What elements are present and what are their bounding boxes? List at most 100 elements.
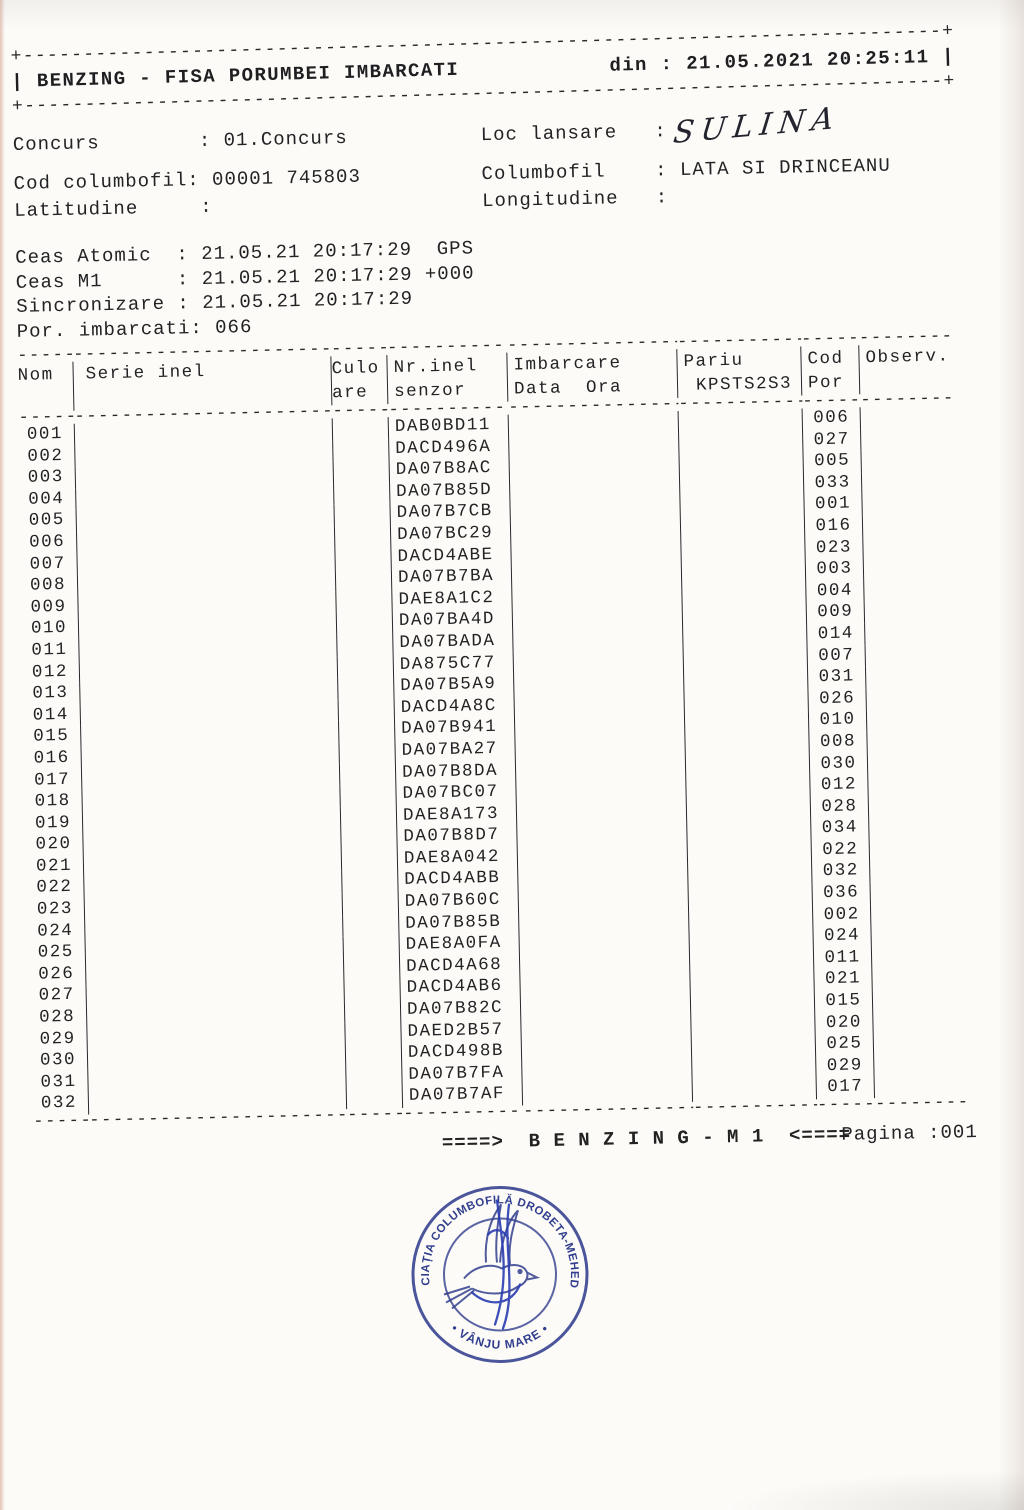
cell-observ bbox=[875, 1074, 971, 1098]
cell-cod-por: 026 bbox=[808, 687, 867, 711]
cell-sensor: DACD496A bbox=[389, 436, 510, 461]
cell-pariu bbox=[683, 624, 808, 649]
cell-nom: 019 bbox=[26, 812, 84, 836]
cell-culoare bbox=[341, 827, 398, 851]
cell-pariu bbox=[681, 559, 807, 584]
cell-observ bbox=[869, 794, 965, 818]
cell-observ bbox=[868, 751, 964, 775]
cell-cod-por: 017 bbox=[816, 1076, 876, 1100]
cell-cod-por: 033 bbox=[803, 472, 863, 495]
header-observ: Observ. bbox=[865, 346, 950, 369]
cell-cod-por: 002 bbox=[812, 903, 872, 927]
cell-cod-por: 003 bbox=[805, 558, 865, 582]
cell-nom: 027 bbox=[30, 985, 87, 1008]
cell-pariu bbox=[685, 732, 810, 757]
cell-observ bbox=[873, 1010, 969, 1034]
cell-cod-por: 004 bbox=[806, 579, 865, 603]
cell-cod-por: 010 bbox=[808, 709, 868, 733]
cell-pariu bbox=[684, 710, 810, 735]
cell-nom: 024 bbox=[29, 920, 86, 944]
cell-observ bbox=[869, 815, 965, 839]
cell-sensor: DA07B85B bbox=[399, 911, 520, 936]
cell-sensor: DA875C77 bbox=[393, 652, 515, 677]
cell-nom: 032 bbox=[32, 1092, 90, 1116]
cell-cod-por: 014 bbox=[807, 623, 866, 646]
cell-nom: 001 bbox=[18, 423, 76, 447]
cell-nom: 003 bbox=[19, 466, 77, 490]
cell-sensor: DA07B7CB bbox=[390, 500, 511, 526]
cell-pariu bbox=[689, 926, 814, 951]
border-corner: + bbox=[943, 71, 956, 92]
cell-sensor: DA07B82C bbox=[400, 997, 522, 1022]
cell-cod-por: 031 bbox=[807, 666, 867, 690]
cell-cod-por: 015 bbox=[814, 990, 874, 1013]
cell-pariu bbox=[692, 1056, 817, 1081]
cell-culoare bbox=[343, 956, 401, 980]
cell-sensor: DA07B7FA bbox=[402, 1062, 523, 1087]
cell-nom: 006 bbox=[20, 531, 78, 555]
cell-sensor: DAE8A173 bbox=[396, 803, 518, 828]
cell-sensor: DA07BADA bbox=[393, 630, 514, 655]
cell-nom: 021 bbox=[27, 855, 85, 879]
header-cod-por: Cod Por bbox=[801, 345, 861, 396]
cell-pariu bbox=[690, 991, 816, 1016]
cell-nom: 004 bbox=[20, 488, 77, 512]
cell-culoare bbox=[344, 978, 401, 1002]
cell-nom: 017 bbox=[25, 769, 83, 792]
cell-nom: 022 bbox=[28, 877, 85, 900]
cell-cod-por: 023 bbox=[805, 536, 864, 560]
cell-nom: 010 bbox=[22, 618, 80, 641]
scan-edge-right bbox=[998, 0, 1024, 1510]
cell-cod-por: 034 bbox=[811, 817, 870, 841]
cell-observ bbox=[873, 988, 969, 1012]
cell-observ bbox=[863, 513, 959, 537]
cell-culoare bbox=[337, 633, 394, 656]
cell-pariu bbox=[692, 1077, 818, 1102]
cell-observ bbox=[865, 600, 961, 624]
scan-edge-top bbox=[0, 0, 1024, 30]
cell-sensor: DAE8A1C2 bbox=[392, 587, 513, 612]
scan-edge-left bbox=[0, 0, 5, 1510]
cell-culoare bbox=[338, 719, 396, 743]
cell-cod-por: 024 bbox=[813, 925, 872, 949]
cell-cod-por: 020 bbox=[815, 1011, 874, 1035]
cell-culoare bbox=[335, 546, 392, 570]
cell-pariu bbox=[684, 667, 809, 692]
cell-nom: 009 bbox=[22, 596, 79, 620]
cell-cod-por: 022 bbox=[811, 839, 871, 862]
cell-sensor: DACD4A8C bbox=[394, 695, 515, 720]
stamp-outer-circle bbox=[411, 1186, 589, 1363]
cell-pariu bbox=[687, 840, 813, 865]
cell-nom: 014 bbox=[24, 704, 82, 728]
border-corner: + bbox=[11, 96, 25, 117]
cell-culoare bbox=[336, 589, 393, 613]
cell-nom: 031 bbox=[32, 1071, 89, 1095]
cell-nom: 029 bbox=[31, 1028, 88, 1051]
cell-pariu bbox=[682, 581, 807, 606]
cell-culoare bbox=[334, 525, 392, 548]
cell-sensor: DA07B7AF bbox=[402, 1083, 524, 1108]
cell-sensor: DA07B8DA bbox=[395, 760, 517, 785]
stamp-inner-circle bbox=[443, 1217, 557, 1332]
cell-observ bbox=[867, 729, 963, 753]
clock-section: Ceas Atomic : 21.05.21 20:17:29 GPS Ceas… bbox=[15, 226, 961, 344]
cell-culoare bbox=[332, 417, 390, 440]
cell-culoare bbox=[337, 654, 395, 678]
cell-nom: 015 bbox=[25, 725, 82, 749]
cell-nom: 007 bbox=[21, 553, 78, 577]
cell-nom: 005 bbox=[20, 510, 77, 533]
cell-sensor: DACD4ABE bbox=[391, 544, 512, 569]
cell-sensor: DA07B941 bbox=[394, 716, 516, 741]
cell-cod-por: 005 bbox=[803, 450, 862, 474]
cell-culoare bbox=[339, 762, 397, 786]
cell-sensor: DA07B85D bbox=[390, 479, 511, 504]
pigeon-table: ----------------------------------------… bbox=[17, 330, 977, 1128]
header-pariu: Pariu KPSTS2S3 bbox=[677, 346, 803, 399]
cell-nom: 008 bbox=[21, 574, 79, 598]
cell-pariu bbox=[685, 753, 811, 779]
cell-culoare bbox=[334, 503, 391, 527]
cell-observ bbox=[864, 578, 960, 602]
cell-cod-por: 008 bbox=[809, 731, 868, 754]
cell-culoare bbox=[338, 676, 395, 699]
cell-observ bbox=[864, 556, 960, 580]
